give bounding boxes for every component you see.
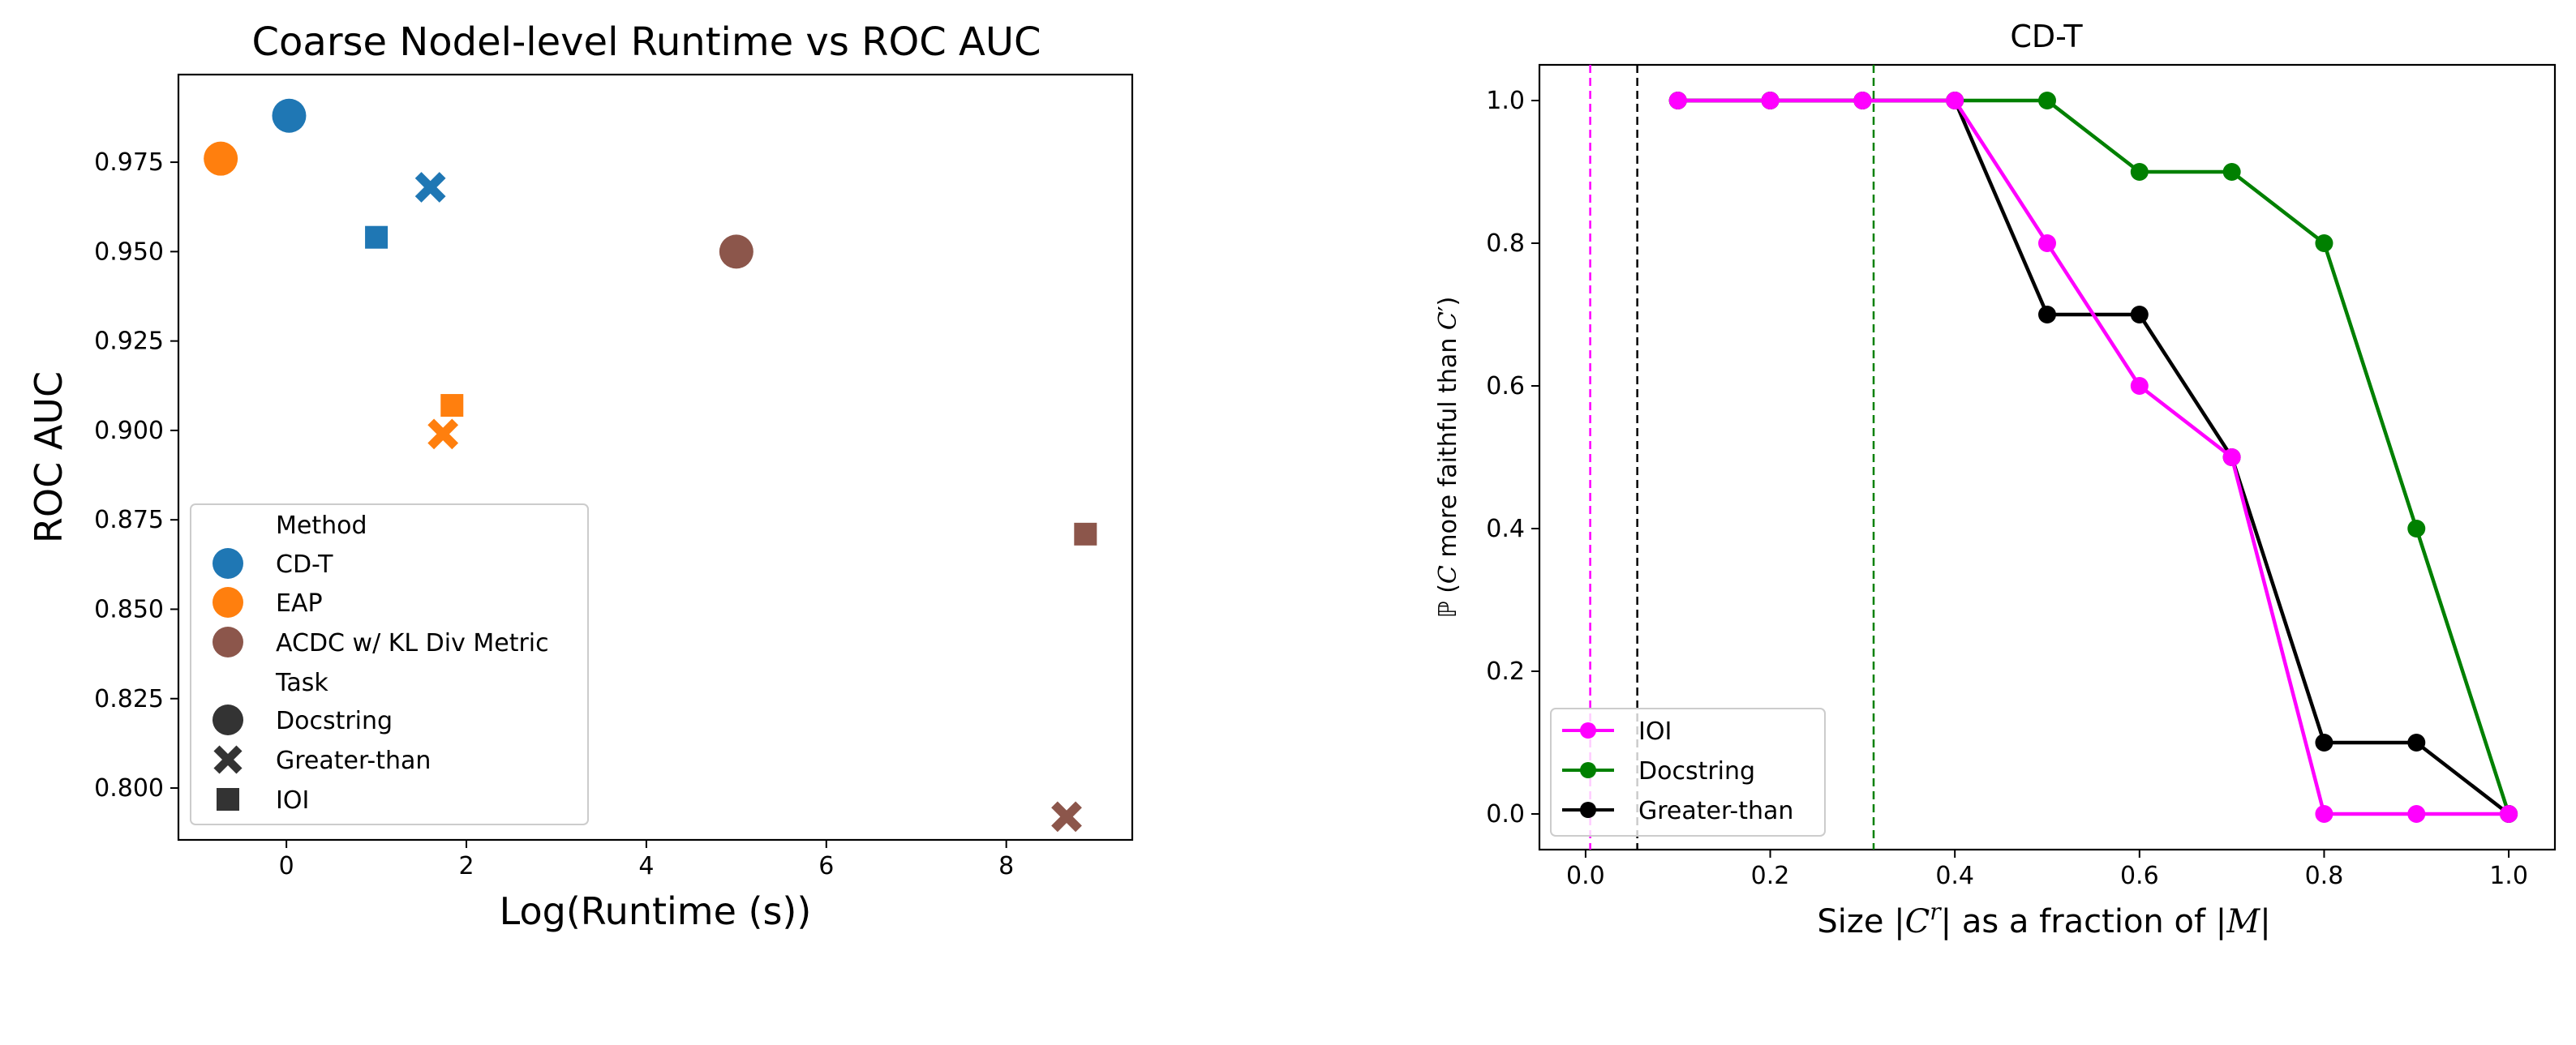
scatter-point-acdc-w-kl-div-metric-ioi xyxy=(1074,522,1097,546)
scatter-y-tick-label: 0.900 xyxy=(94,417,164,445)
line-y-tick-label: 0.2 xyxy=(1486,657,1525,686)
line-y-tick-label: 0.0 xyxy=(1486,800,1525,829)
series-point-greater-than xyxy=(2407,734,2426,752)
scatter-point-cd-t-greater-than xyxy=(414,172,446,203)
legend-task-heading: Task xyxy=(275,669,328,697)
legend-acdc-label: ACDC w/ KL Div Metric xyxy=(276,629,549,657)
line-plot-area xyxy=(1538,63,2557,851)
scatter-plot-area xyxy=(177,73,1134,842)
scatter-y-tick-label: 0.875 xyxy=(94,506,164,534)
scatter-point-cd-t-docstring xyxy=(272,98,307,133)
legend-ioi-label: IOI xyxy=(276,786,309,815)
legend-greater-than-swatch xyxy=(213,745,243,774)
series-point-ioi xyxy=(1853,92,1872,109)
scatter-y-tick-label: 0.950 xyxy=(94,238,164,266)
legend-ioi-marker xyxy=(1580,722,1596,739)
legend-cdt-swatch xyxy=(213,548,243,579)
line-title: CD-T xyxy=(2010,19,2083,54)
series-line-greater-than xyxy=(1677,98,2510,816)
scatter-x-tick-label: 6 xyxy=(818,852,834,880)
scatter-point-acdc-w-kl-div-metric-docstring xyxy=(719,234,753,269)
scatter-x-tick-label: 0 xyxy=(279,852,294,880)
legend-docstring-series-label: Docstring xyxy=(1638,757,1755,786)
line-x-axis-label: Size |Cr| as a fraction of |M| xyxy=(1817,898,2270,940)
line-chart: CD-T 0.0 0.2 0.4 0.6 0.8 1.0 0.0 0.2 0.4 0.6 0.8 1… xyxy=(1434,19,2557,940)
line-legend-box xyxy=(1550,708,1826,837)
line-y-tick-label: 0.4 xyxy=(1486,515,1525,543)
line-y-tick-label: 0.8 xyxy=(1486,229,1525,258)
legend-ioi-swatch xyxy=(217,788,239,811)
legend-method-heading: Method xyxy=(276,512,367,540)
line-x-tick-label: 0.2 xyxy=(1751,862,1790,890)
line-series xyxy=(1668,92,2518,823)
series-point-greater-than xyxy=(2038,306,2056,323)
scatter-point-eap-greater-than xyxy=(427,418,459,450)
scatter-x-tick-label: 8 xyxy=(998,852,1014,880)
scatter-point-eap-ioi xyxy=(440,394,464,418)
series-point-docstring xyxy=(2038,92,2056,109)
scatter-point-cd-t-ioi xyxy=(365,225,389,249)
scatter-y-axis-label: ROC AUC xyxy=(27,371,71,543)
legend-greater-than-marker xyxy=(1580,802,1596,818)
legend-acdc-swatch xyxy=(213,627,243,657)
legend-eap-swatch xyxy=(213,587,243,618)
line-y-axis-label: ℙ (C more faithful than C′) xyxy=(1434,297,1462,619)
series-point-ioi xyxy=(2315,805,2333,823)
scatter-y-tick-label: 0.800 xyxy=(94,774,164,803)
legend-cdt-label: CD-T xyxy=(276,550,333,579)
series-point-docstring xyxy=(2222,163,2241,181)
series-point-ioi xyxy=(2038,234,2056,252)
scatter-x-ticks: 0 2 4 6 8 xyxy=(279,840,1014,880)
scatter-legend-box xyxy=(190,503,589,825)
line-x-ticks: 0.0 0.2 0.4 0.6 0.8 1.0 xyxy=(1566,850,2528,890)
scatter-point-eap-docstring xyxy=(204,141,238,176)
series-point-ioi xyxy=(1668,92,1687,109)
series-point-ioi xyxy=(2222,448,2241,466)
scatter-y-tick-label: 0.925 xyxy=(94,328,164,356)
series-point-docstring xyxy=(2315,234,2333,252)
legend-greater-than-series-label: Greater-than xyxy=(1638,797,1793,825)
series-point-greater-than xyxy=(2130,306,2149,323)
series-point-docstring xyxy=(2407,520,2426,537)
line-x-tick-label: 0.0 xyxy=(1566,862,1605,890)
series-point-ioi xyxy=(2500,805,2518,823)
line-x-tick-label: 1.0 xyxy=(2489,862,2528,890)
scatter-y-tick-label: 0.850 xyxy=(94,595,164,623)
line-y-tick-label: 1.0 xyxy=(1486,87,1525,115)
legend-docstring-label: Docstring xyxy=(276,707,393,735)
legend-eap-label: EAP xyxy=(276,589,323,618)
scatter-x-tick-label: 4 xyxy=(638,852,654,880)
scatter-chart: Coarse Nodel-level Runtime vs ROC AUC 0 2… xyxy=(27,19,1134,933)
scatter-y-tick-label: 0.825 xyxy=(94,685,164,713)
scatter-x-tick-label: 2 xyxy=(458,852,474,880)
line-x-tick-label: 0.4 xyxy=(1935,862,1974,890)
legend-ioi-series-label: IOI xyxy=(1638,717,1672,746)
series-point-ioi xyxy=(1946,92,1964,109)
line-legend: IOI Docstring Greater-than xyxy=(1550,708,1826,837)
legend-greater-than-label: Greater-than xyxy=(276,747,431,775)
scatter-y-tick-label: 0.975 xyxy=(94,148,164,177)
legend-docstring-swatch xyxy=(213,705,243,735)
line-x-tick-label: 0.8 xyxy=(2305,862,2344,890)
series-line-docstring xyxy=(1677,98,2511,815)
line-y-ticks: 0.0 0.2 0.4 0.6 0.8 1.0 xyxy=(1486,87,1539,829)
line-x-tick-label: 0.6 xyxy=(2120,862,2159,890)
series-point-ioi xyxy=(2130,377,2149,395)
series-point-docstring xyxy=(2130,163,2149,181)
series-point-greater-than xyxy=(2315,734,2333,752)
scatter-legend: Method CD-T EAP ACDC w/ KL Div Metric Ta… xyxy=(190,503,589,825)
scatter-point-acdc-w-kl-div-metric-greater-than xyxy=(1051,801,1082,833)
series-point-ioi xyxy=(2407,805,2426,823)
series-line-ioi xyxy=(1677,98,2509,816)
scatter-y-ticks: 0.800 0.825 0.850 0.875 0.900 0.925 0.950 0.975 xyxy=(94,148,178,803)
legend-docstring-marker xyxy=(1580,762,1596,778)
line-y-tick-label: 0.6 xyxy=(1486,372,1525,400)
scatter-x-axis-label: Log(Runtime (s)) xyxy=(500,889,812,933)
scatter-points xyxy=(204,98,1097,833)
series-point-ioi xyxy=(1761,92,1780,109)
scatter-title: Coarse Nodel-level Runtime vs ROC AUC xyxy=(252,19,1041,65)
